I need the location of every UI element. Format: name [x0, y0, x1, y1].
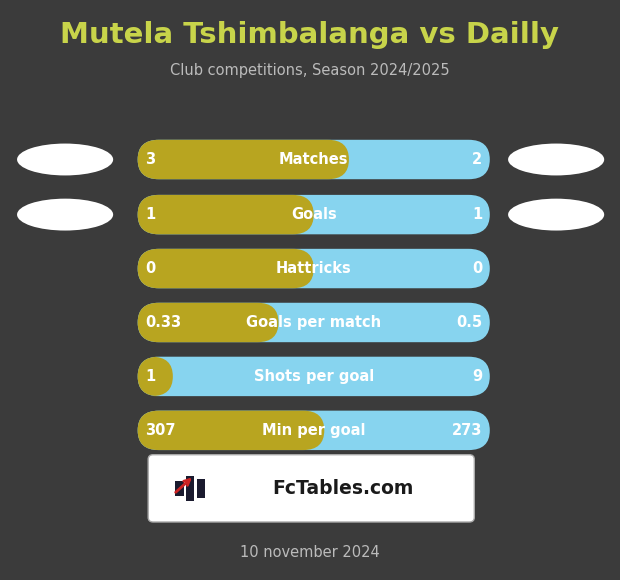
- Text: 0.33: 0.33: [145, 315, 181, 330]
- Text: Goals per match: Goals per match: [246, 315, 381, 330]
- FancyBboxPatch shape: [138, 303, 278, 342]
- Text: 2: 2: [472, 152, 482, 167]
- FancyBboxPatch shape: [138, 195, 490, 234]
- FancyBboxPatch shape: [138, 249, 490, 288]
- Text: 1: 1: [145, 207, 156, 222]
- Text: 0.5: 0.5: [456, 315, 482, 330]
- Text: 9: 9: [472, 369, 482, 384]
- Text: 307: 307: [145, 423, 175, 438]
- Text: 10 november 2024: 10 november 2024: [240, 545, 380, 560]
- Ellipse shape: [17, 144, 113, 176]
- Text: FcTables.com: FcTables.com: [272, 479, 414, 498]
- FancyBboxPatch shape: [138, 140, 490, 179]
- FancyBboxPatch shape: [175, 481, 184, 495]
- Text: 3: 3: [145, 152, 155, 167]
- FancyBboxPatch shape: [197, 479, 205, 498]
- Text: Hattricks: Hattricks: [276, 261, 352, 276]
- FancyBboxPatch shape: [138, 411, 324, 450]
- FancyBboxPatch shape: [138, 249, 314, 288]
- Text: 1: 1: [145, 369, 156, 384]
- FancyBboxPatch shape: [138, 195, 314, 234]
- Text: Goals: Goals: [291, 207, 337, 222]
- FancyBboxPatch shape: [138, 303, 490, 342]
- FancyBboxPatch shape: [138, 357, 490, 396]
- Text: 1: 1: [472, 207, 482, 222]
- FancyBboxPatch shape: [138, 411, 490, 450]
- Text: 0: 0: [472, 261, 482, 276]
- Ellipse shape: [508, 144, 604, 176]
- Text: Matches: Matches: [279, 152, 348, 167]
- Text: 0: 0: [145, 261, 156, 276]
- Text: Shots per goal: Shots per goal: [254, 369, 374, 384]
- Text: Club competitions, Season 2024/2025: Club competitions, Season 2024/2025: [170, 63, 450, 78]
- Text: 273: 273: [452, 423, 482, 438]
- Ellipse shape: [17, 198, 113, 231]
- FancyBboxPatch shape: [186, 476, 194, 501]
- Ellipse shape: [508, 198, 604, 231]
- FancyBboxPatch shape: [148, 455, 474, 522]
- Text: Mutela Tshimbalanga vs Dailly: Mutela Tshimbalanga vs Dailly: [61, 21, 559, 49]
- Text: Min per goal: Min per goal: [262, 423, 365, 438]
- FancyBboxPatch shape: [138, 140, 349, 179]
- FancyBboxPatch shape: [138, 357, 173, 396]
